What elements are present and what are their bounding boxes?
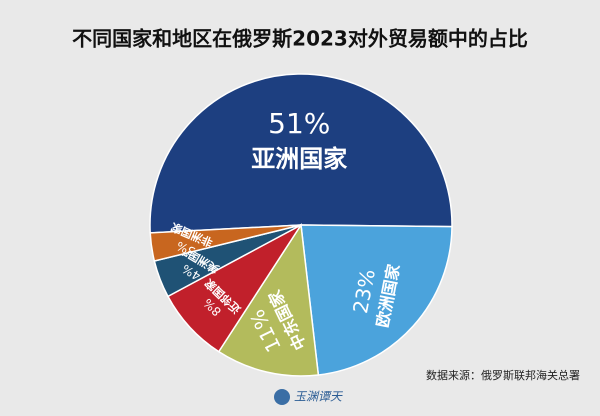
pie-slice	[217, 222, 320, 377]
category-label: 亚洲国家	[251, 145, 347, 173]
value-label: 3%	[174, 238, 197, 258]
slice-label: 51% 亚洲国家	[251, 107, 347, 173]
chart-title: 不同国家和地区在俄罗斯2023对外贸易额中的占比	[72, 27, 528, 51]
watermark: 玉渊谭天	[294, 390, 344, 404]
pie-slice	[300, 224, 453, 376]
pie-slice	[149, 73, 453, 234]
logo-icon	[274, 389, 290, 405]
pie-slice	[149, 224, 302, 262]
value-label: 51%	[268, 107, 330, 140]
source-note: 数据来源：俄罗斯联邦海关总署	[426, 368, 580, 382]
